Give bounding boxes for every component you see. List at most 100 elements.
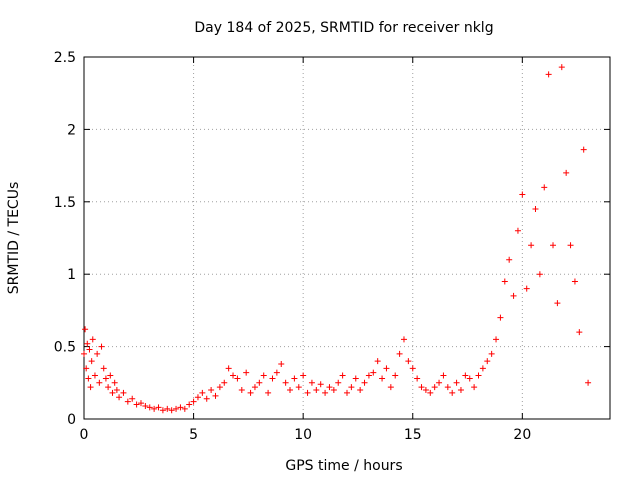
data-point xyxy=(82,326,89,333)
plot-frame xyxy=(83,56,611,420)
data-point xyxy=(317,381,324,388)
data-point xyxy=(85,375,92,382)
data-point xyxy=(265,389,272,396)
data-point xyxy=(567,242,574,249)
data-point xyxy=(308,379,315,386)
data-point xyxy=(203,395,210,402)
data-point xyxy=(107,372,114,379)
data-point xyxy=(212,392,219,399)
data-point xyxy=(471,384,478,391)
data-point xyxy=(278,360,285,367)
data-point xyxy=(379,375,386,382)
data-point xyxy=(418,384,425,391)
y-tick-label: 0 xyxy=(67,412,76,428)
data-point xyxy=(186,401,193,408)
data-point xyxy=(177,404,184,411)
data-point xyxy=(554,300,561,307)
data-point xyxy=(466,375,473,382)
data-point xyxy=(111,379,118,386)
data-point xyxy=(479,365,486,372)
data-point xyxy=(269,375,276,382)
data-point xyxy=(444,384,451,391)
data-point xyxy=(330,387,337,394)
data-point xyxy=(87,384,94,391)
data-point xyxy=(137,400,144,407)
data-point xyxy=(457,387,464,394)
data-point xyxy=(81,350,87,357)
data-point xyxy=(523,285,530,292)
data-point xyxy=(400,336,407,343)
data-point xyxy=(173,405,180,412)
data-point xyxy=(83,365,90,372)
data-point xyxy=(84,340,91,347)
data-point xyxy=(396,350,403,357)
data-point xyxy=(247,389,254,396)
data-point xyxy=(89,336,96,343)
data-point xyxy=(225,365,232,372)
data-point xyxy=(348,384,355,391)
y-tick-label: 1.5 xyxy=(54,195,76,211)
data-point xyxy=(142,402,149,409)
data-point xyxy=(216,384,223,391)
data-point xyxy=(208,387,215,394)
data-point xyxy=(335,379,342,386)
data-point xyxy=(392,372,399,379)
data-point xyxy=(113,387,120,394)
data-point xyxy=(409,365,416,372)
data-point xyxy=(339,372,346,379)
data-point xyxy=(528,242,535,249)
data-point xyxy=(545,71,552,78)
data-point xyxy=(116,394,123,401)
data-point xyxy=(109,389,116,396)
data-point xyxy=(94,350,101,357)
data-point xyxy=(440,372,447,379)
data-point xyxy=(326,384,333,391)
data-point xyxy=(541,184,548,191)
data-point xyxy=(510,292,517,299)
data-point xyxy=(98,343,105,350)
y-tick-label: 1 xyxy=(67,267,76,283)
data-point xyxy=(96,379,103,386)
data-point xyxy=(497,314,504,321)
data-point xyxy=(571,278,578,285)
data-point xyxy=(168,407,175,414)
data-point xyxy=(536,271,543,278)
data-point xyxy=(361,379,368,386)
data-point xyxy=(105,384,112,391)
data-point xyxy=(580,146,587,153)
data-point xyxy=(295,384,302,391)
data-point xyxy=(383,365,390,372)
data-point xyxy=(514,227,521,234)
x-axis-label: GPS time / hours xyxy=(285,458,402,474)
data-point xyxy=(164,405,171,412)
plot-area: 0 5 10 15 20 0 0.5 1 1.5 2 2.5 xyxy=(54,50,611,443)
data-point xyxy=(159,407,166,414)
y-tick-label: 2 xyxy=(67,122,76,138)
data-point xyxy=(449,389,456,396)
x-tick-label: 15 xyxy=(404,427,422,443)
x-tick-label: 0 xyxy=(80,427,89,443)
data-point xyxy=(427,389,434,396)
data-point xyxy=(576,329,583,336)
data-point xyxy=(300,372,307,379)
data-point xyxy=(387,384,394,391)
data-point xyxy=(181,405,188,412)
data-point xyxy=(100,365,107,372)
data-point xyxy=(102,375,109,382)
data-point xyxy=(453,379,460,386)
data-point xyxy=(287,387,294,394)
data-point xyxy=(436,379,443,386)
data-point xyxy=(493,336,500,343)
data-point xyxy=(475,372,482,379)
data-point xyxy=(501,278,508,285)
data-point xyxy=(322,389,329,396)
y-tick-label: 0.5 xyxy=(54,340,76,356)
data-point xyxy=(251,384,258,391)
x-tick-label: 5 xyxy=(189,427,198,443)
data-point xyxy=(146,404,153,411)
data-point xyxy=(133,401,140,408)
data-point xyxy=(230,372,237,379)
data-point xyxy=(488,350,495,357)
data-point xyxy=(151,405,158,412)
data-point xyxy=(238,387,245,394)
